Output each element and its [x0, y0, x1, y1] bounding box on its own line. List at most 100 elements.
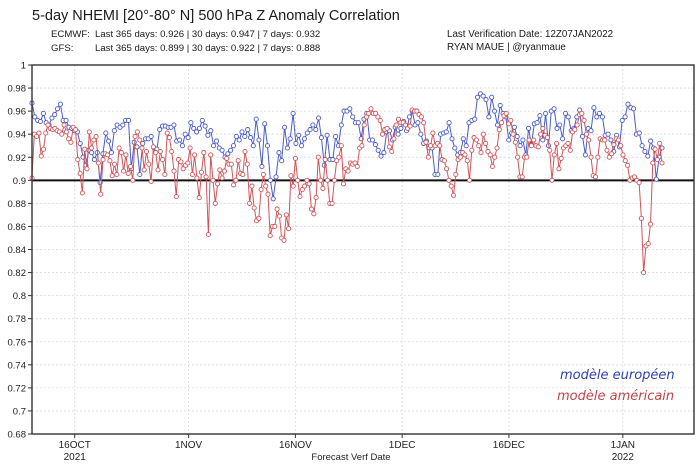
ecmwf-point: [293, 140, 299, 146]
gfs-point: [189, 171, 195, 178]
gfs-point: [295, 177, 301, 183]
gfs-point: [127, 163, 134, 170]
ecmwf-point: [211, 143, 217, 149]
gfs-point: [242, 148, 248, 155]
gfs-point: [208, 152, 214, 158]
ecmwf-point: [350, 114, 356, 120]
ecmwf-point: [219, 147, 225, 153]
gfs-point: [43, 130, 49, 136]
ecmwf-point: [194, 129, 200, 135]
ecmwf-point: [202, 123, 208, 129]
gfs-point: [641, 270, 647, 276]
gfs-point: [361, 122, 367, 128]
gfs-point: [638, 215, 644, 221]
gfs-point: [492, 154, 498, 160]
ecmwf-point: [131, 139, 137, 145]
gfs-point: [359, 143, 365, 149]
gfs-point: [352, 160, 358, 166]
gfs-point: [336, 154, 342, 160]
gfs-point: [251, 205, 257, 211]
ecmwf-point: [596, 110, 603, 116]
ecmwf-point: [449, 136, 455, 142]
ecmwf-point: [134, 144, 140, 150]
gfs-point: [247, 200, 253, 206]
ecmwf-point: [395, 131, 401, 137]
gfs-point: [84, 166, 90, 172]
ecmwf-point: [591, 105, 597, 111]
gfs-point: [554, 140, 560, 146]
ecmwf-point: [250, 143, 256, 149]
gfs-point: [565, 140, 571, 146]
ecmwf-point: [631, 106, 637, 112]
gfs-point: [636, 180, 642, 186]
ecmwf-point: [213, 138, 220, 144]
ecmwf-point: [517, 143, 523, 149]
gfs-point: [386, 144, 392, 150]
ecmwf-point: [247, 135, 254, 141]
gfs-point: [205, 231, 211, 238]
ecmwf-point: [520, 137, 526, 143]
gfs-point: [38, 153, 44, 159]
ecmwf-point: [514, 133, 520, 140]
gfs-point: [313, 195, 319, 201]
gfs-point: [588, 154, 594, 160]
gfs-point: [109, 173, 115, 179]
gfs-point: [453, 171, 459, 178]
gfs-point: [441, 158, 447, 164]
gfs-point: [315, 154, 321, 160]
gfs-point: [240, 171, 246, 178]
ecmwf-point: [435, 171, 441, 178]
author-credit: RYAN MAUE | @ryanmaue: [447, 42, 566, 53]
ecmwf-point: [415, 120, 421, 126]
ecmwf-point: [188, 120, 194, 126]
gfs-point: [535, 144, 541, 150]
gfs-point: [503, 110, 509, 116]
ecmwf-point: [276, 150, 282, 156]
gfs-point: [368, 106, 374, 112]
ecmwf-point: [171, 122, 177, 128]
gfs-point: [318, 177, 324, 183]
gfs-point: [95, 160, 101, 166]
ecmwf-point: [333, 133, 339, 140]
gfs-point: [192, 152, 198, 158]
gfs-point: [260, 171, 266, 178]
gfs-point: [437, 143, 443, 149]
gfs-point: [178, 159, 184, 165]
gfs-point: [407, 123, 413, 129]
ecmwf-point: [57, 101, 63, 107]
gfs-point: [457, 154, 463, 160]
gfs-point: [132, 133, 138, 140]
gfs-point: [379, 131, 386, 137]
ecmwf-point: [299, 143, 305, 149]
ecmwf-point: [108, 150, 115, 156]
ecmwf-point: [605, 131, 611, 137]
gfs-point: [288, 173, 294, 179]
ecmwf-stats-text: Last 365 days: 0.926 | 30 days: 0.947 | …: [95, 29, 321, 40]
gfs-point: [306, 181, 312, 187]
ecmwf-point: [273, 174, 279, 180]
gfs-point: [141, 167, 147, 173]
gfs-point: [519, 174, 525, 180]
gfs-point: [450, 192, 457, 198]
legend-american-model: modèle américain: [557, 389, 675, 404]
ecmwf-point: [491, 108, 498, 114]
gfs-point: [302, 183, 308, 189]
ecmwf-point: [307, 127, 313, 133]
ecmwf-point: [463, 143, 469, 149]
gfs-point: [583, 131, 589, 137]
series-group: [29, 91, 665, 276]
gfs-point: [650, 160, 656, 166]
ecmwf-label: ECMWF:: [51, 29, 90, 40]
ecmwf-point: [511, 124, 517, 130]
gfs-point: [201, 150, 207, 156]
gfs-point: [297, 193, 303, 200]
gfs-point: [320, 185, 326, 191]
gfs-point: [526, 137, 532, 143]
gfs-point: [217, 167, 223, 173]
gfs-point: [160, 157, 166, 163]
gfs-point: [659, 160, 665, 166]
gfs-point: [324, 177, 331, 183]
gfs-point: [631, 174, 638, 180]
gfs-point: [130, 177, 136, 183]
gfs-point: [185, 160, 191, 166]
